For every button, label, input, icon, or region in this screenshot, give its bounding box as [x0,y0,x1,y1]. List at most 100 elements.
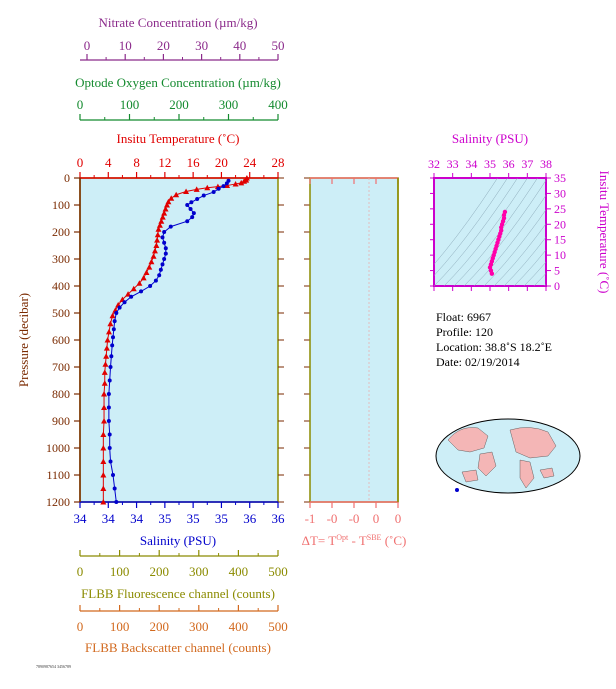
temperature-point [100,485,107,491]
nitrate-axis-label: Nitrate Concentration (µm/kg) [98,15,257,30]
temperature-point [193,186,200,192]
salinity-point [111,335,115,340]
ts-salinity-tick-label: 35 [484,157,496,171]
temperature-point [103,345,110,351]
pressure-tick-label: 1100 [46,468,70,482]
salinity-point [114,500,119,504]
salinity-point [129,294,134,299]
salinity-tick-label: 35 [187,511,200,526]
salinity-point [168,224,173,229]
oxygen-tick-label: 200 [169,97,189,112]
temperature-tick-label: 24 [243,155,257,170]
fluorescence-tick-label: 100 [110,564,130,579]
salinity-point [201,193,206,198]
world-map [435,418,581,494]
ts-temperature-tick-label: 25 [554,202,566,216]
ts-temperature-tick-label: 10 [554,248,566,262]
ts-temperature-tick-label: 35 [554,171,566,185]
ts-salinity-tick-label: 38 [540,157,552,171]
backscatter-tick-label: 300 [189,619,209,634]
profile-number: Profile: 120 [436,325,493,339]
salinity-point [114,311,119,315]
temperature-tick-label: 20 [215,155,228,170]
salinity-point [107,432,112,437]
nitrate-tick-label: 50 [272,38,285,53]
salinity-point [148,284,153,288]
salinity-point [107,378,112,383]
salinity-point [153,278,158,283]
temperature-point [162,206,169,212]
pressure-tick-label: 900 [52,414,70,428]
footer-text: 7890987654 3456789 [36,664,71,669]
temperature-point [109,312,116,319]
salinity-point [160,235,165,240]
salinity-tick-label: 36 [272,511,286,526]
temperature-point [154,237,161,243]
nitrate-axis: Nitrate Concentration (µm/kg) 0 10 20 30 40 5… [80,15,285,61]
backscatter-tick-label: 500 [268,619,288,634]
temperature-point [100,458,107,464]
profile-plot: 0 4 8 12 16 20 24 28 0 100 200 300 400 500 600 700 800 9… [16,155,310,548]
pressure-tick-label: 600 [52,333,70,347]
float-location-marker [455,488,459,492]
temperature-point [159,214,166,220]
temperature-point [156,222,163,228]
temperature-tick-label: 0 [77,155,84,170]
temperature-point [102,361,109,367]
temperature-point [130,285,137,292]
salinity-point [163,251,168,256]
temperature-point [100,445,107,451]
pressure-tick-label: 500 [52,306,70,320]
ts-temperature-tick-label: 5 [554,264,560,278]
temperature-point [154,231,161,238]
salinity-point [111,327,116,332]
float-id: Float: 6967 [436,310,492,324]
pressure-tick-label: 300 [52,252,70,266]
salinity-point [211,190,216,195]
salinity-point [106,405,111,410]
oxygen-tick-label: 100 [120,97,140,112]
pressure-tick-label: 800 [52,387,70,401]
salinity-tick-label: 34 [102,511,116,526]
salinity-point [190,215,195,220]
salinity-point [195,197,200,202]
salinity-point [117,305,122,310]
temperature-tick-label: 16 [187,155,201,170]
temperature-point [140,274,147,281]
salinity-tick-label: 35 [215,511,228,526]
temperature-tick-label: 12 [158,155,171,170]
ts-point [501,215,507,221]
oxygen-tick-label: 0 [77,97,84,112]
pressure-tick-label: 0 [64,171,70,185]
delta-t-tick-label: -0 [327,511,338,526]
temperature-point [101,380,108,386]
pressure-tick-label: 700 [52,360,70,374]
temperature-point [150,253,157,259]
temperature-point [168,195,175,201]
salinity-point [189,200,194,205]
salinity-point [185,203,190,207]
salinity-point [162,257,167,261]
temperature-point [103,353,110,359]
temperature-point [101,391,108,397]
salinity-point [139,289,144,294]
salinity-point [216,186,221,191]
temperature-point [151,247,158,254]
temperature-point [204,184,211,191]
oxygen-tick-label: 400 [268,97,288,112]
delta-t-axis-label: ΔT= TOpt - TSBE (˚C) [302,533,407,548]
salinity-point [224,181,229,186]
backscatter-tick-label: 0 [77,619,84,634]
temperature-point [146,264,153,270]
salinity-series-line [108,180,229,503]
backscatter-axis-label: FLBB Backscatter channel (counts) [85,640,271,655]
salinity-point [122,300,127,305]
temperature-point [158,218,165,224]
delta-t-plot: -1 -0 -0 0 0 ΔT= TOpt - TSBE (˚C) [302,177,407,548]
temperature-point [232,180,239,187]
temperature-point [100,499,107,505]
backscatter-axis: 0 100 200 300 400 500 FLBB Backscatter channe… [77,605,288,655]
temperature-point [173,191,180,198]
